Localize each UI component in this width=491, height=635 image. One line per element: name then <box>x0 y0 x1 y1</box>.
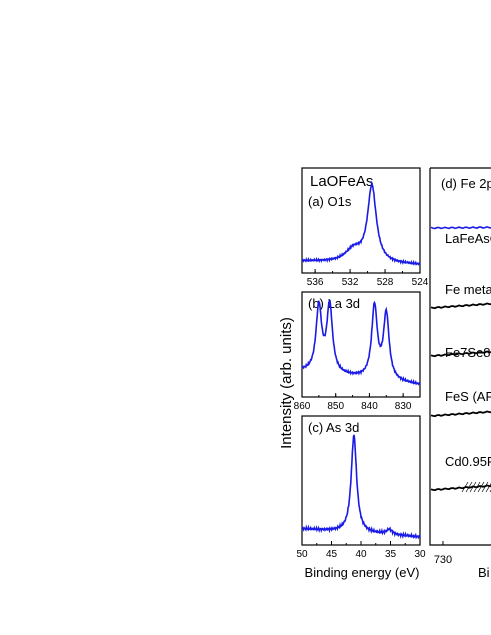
panel-b-la3d: (b) La 3d 860 850 840 830 <box>294 291 421 412</box>
x-tick-label: 532 <box>342 277 359 288</box>
plot-frame <box>301 167 421 274</box>
hatch-line <box>477 481 485 493</box>
panel-subtitle: (a) O1s <box>308 194 352 209</box>
x-axis-label: Binding energy (eV) <box>305 565 420 580</box>
spectrum-line <box>430 302 491 310</box>
x-tick-label: 536 <box>307 277 324 288</box>
x-axis-label-panel-d: Bi <box>478 565 490 580</box>
panel-subtitle: (c) As 3d <box>308 420 359 435</box>
x-tick-label: 840 <box>361 401 378 412</box>
hatch-line <box>469 481 477 493</box>
x-tick-label: 850 <box>327 401 344 412</box>
x-tick-label: 528 <box>377 277 394 288</box>
x-tick-label: 524 <box>412 277 429 288</box>
x-tick-label: 30 <box>414 549 426 560</box>
x-tick-label: 35 <box>385 549 397 560</box>
spectrum-line <box>301 299 421 386</box>
spectrum-label: Fe metal <box>445 282 491 297</box>
spectrum-line <box>301 434 421 540</box>
x-tick-label: 45 <box>326 549 338 560</box>
x-tick-label: 830 <box>395 401 412 412</box>
hatch-line <box>473 481 481 493</box>
hatch-line <box>461 481 469 493</box>
panel-title: LaOFeAs <box>310 173 373 190</box>
y-axis-label: Intensity (arb. units) <box>278 317 295 449</box>
spectrum-label: LaFeAsO <box>445 231 491 246</box>
hatched-area <box>461 481 491 493</box>
spectrum-line <box>301 180 421 266</box>
spectrum-line <box>430 350 491 358</box>
x-tick-label: 50 <box>296 549 308 560</box>
spectrum-line <box>430 484 491 492</box>
panel-a-o1s: LaOFeAs (a) O1s 536 532 528 524 <box>301 167 429 288</box>
panel-subtitle: (b) La 3d <box>308 296 360 311</box>
plot-frame <box>301 291 421 398</box>
x-tick-label: 860 <box>294 401 311 412</box>
spectrum-line <box>430 225 491 230</box>
spectrum-label: FeS (AF <box>445 389 491 404</box>
spectrum-line <box>430 410 491 418</box>
plot-frame <box>429 168 491 546</box>
x-tick-label: 730 <box>434 554 452 566</box>
hatch-line <box>465 481 473 493</box>
x-tick-label: 40 <box>355 549 367 560</box>
panel-c-as3d: (c) As 3d 50 45 40 35 30 <box>296 415 426 560</box>
plot-frame <box>301 415 421 546</box>
spectrum-label: Cd0.95Fe0 <box>445 454 491 469</box>
panel-subtitle: (d) Fe 2p <box>441 176 491 191</box>
hatch-line <box>485 482 491 493</box>
hatch-line <box>481 481 489 493</box>
